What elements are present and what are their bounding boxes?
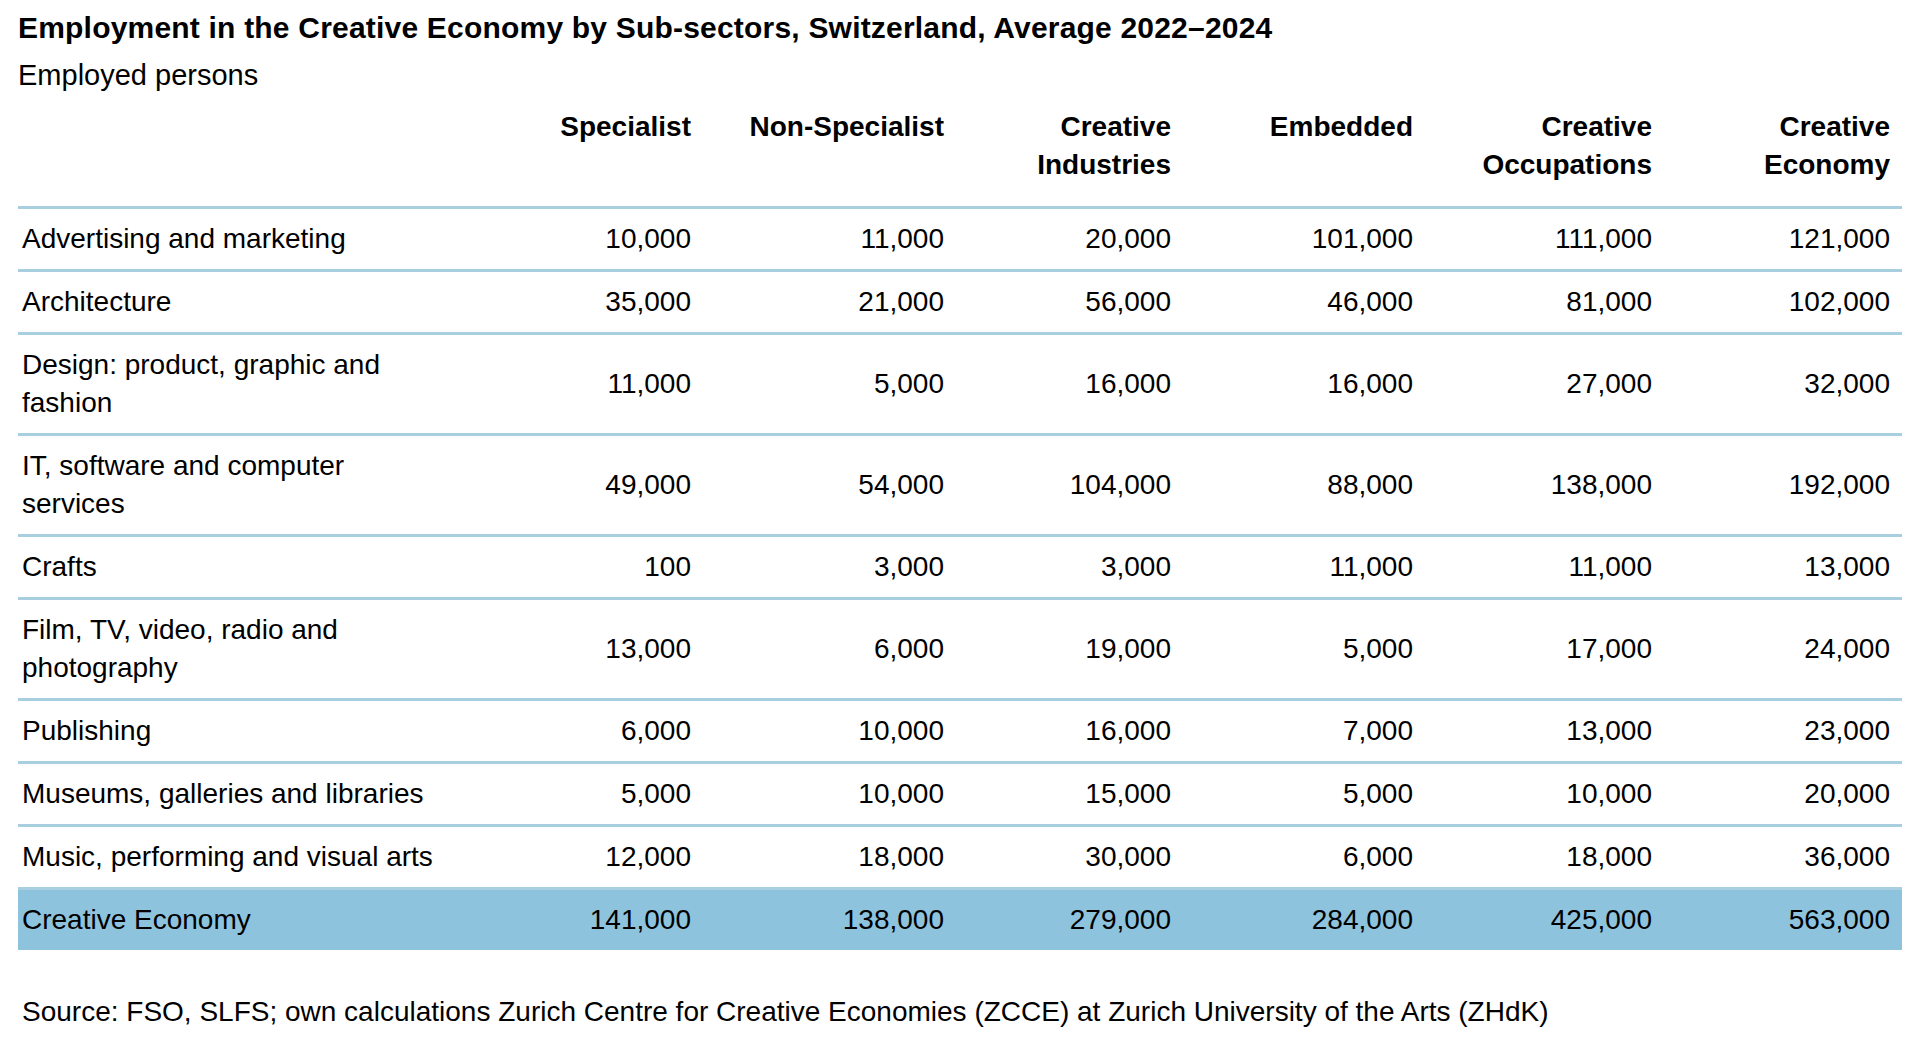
table-row: Advertising and marketing 10,000 11,000 … <box>18 208 1902 271</box>
row-label: IT, software and computer services <box>18 435 508 536</box>
header-row: Specialist Non-Specialist Creative Indus… <box>18 108 1902 208</box>
column-header-empty <box>18 108 508 208</box>
cell: 81,000 <box>1425 271 1664 334</box>
table-row: Crafts 100 3,000 3,000 11,000 11,000 13,… <box>18 536 1902 599</box>
cell: 32,000 <box>1664 334 1902 435</box>
cell: 6,000 <box>508 700 703 763</box>
cell: 6,000 <box>703 599 956 700</box>
cell: 23,000 <box>1664 700 1902 763</box>
table-row-total: Creative Economy 141,000 138,000 279,000… <box>18 889 1902 951</box>
cell: 54,000 <box>703 435 956 536</box>
cell: 15,000 <box>956 763 1183 826</box>
cell: 16,000 <box>956 700 1183 763</box>
cell: 279,000 <box>956 889 1183 951</box>
cell: 192,000 <box>1664 435 1902 536</box>
cell: 100 <box>508 536 703 599</box>
cell: 5,000 <box>508 763 703 826</box>
cell: 563,000 <box>1664 889 1902 951</box>
cell: 20,000 <box>1664 763 1902 826</box>
cell: 138,000 <box>703 889 956 951</box>
cell: 5,000 <box>1183 763 1425 826</box>
page-title: Employment in the Creative Economy by Su… <box>18 8 1902 48</box>
cell: 101,000 <box>1183 208 1425 271</box>
cell: 88,000 <box>1183 435 1425 536</box>
table-row: IT, software and computer services 49,00… <box>18 435 1902 536</box>
cell: 10,000 <box>508 208 703 271</box>
cell: 11,000 <box>1183 536 1425 599</box>
cell: 11,000 <box>508 334 703 435</box>
cell: 13,000 <box>1425 700 1664 763</box>
cell: 5,000 <box>1183 599 1425 700</box>
cell: 104,000 <box>956 435 1183 536</box>
cell: 24,000 <box>1664 599 1902 700</box>
employment-table: Specialist Non-Specialist Creative Indus… <box>18 108 1902 950</box>
cell: 284,000 <box>1183 889 1425 951</box>
row-label: Crafts <box>18 536 508 599</box>
cell: 111,000 <box>1425 208 1664 271</box>
cell: 19,000 <box>956 599 1183 700</box>
cell: 11,000 <box>1425 536 1664 599</box>
column-header-creative-economy: Creative Economy <box>1664 108 1902 208</box>
cell: 11,000 <box>703 208 956 271</box>
row-label: Museums, galleries and libraries <box>18 763 508 826</box>
cell: 18,000 <box>1425 826 1664 889</box>
row-label: Advertising and marketing <box>18 208 508 271</box>
row-label: Creative Economy <box>18 889 508 951</box>
cell: 138,000 <box>1425 435 1664 536</box>
cell: 35,000 <box>508 271 703 334</box>
table-row: Museums, galleries and libraries 5,000 1… <box>18 763 1902 826</box>
cell: 12,000 <box>508 826 703 889</box>
cell: 10,000 <box>703 700 956 763</box>
cell: 425,000 <box>1425 889 1664 951</box>
cell: 16,000 <box>1183 334 1425 435</box>
column-header-creative-occupations: Creative Occupations <box>1425 108 1664 208</box>
cell: 21,000 <box>703 271 956 334</box>
cell: 121,000 <box>1664 208 1902 271</box>
table-row: Publishing 6,000 10,000 16,000 7,000 13,… <box>18 700 1902 763</box>
source-note: Source: FSO, SLFS; own calculations Zuri… <box>18 994 1902 1030</box>
cell: 46,000 <box>1183 271 1425 334</box>
row-label: Publishing <box>18 700 508 763</box>
cell: 13,000 <box>508 599 703 700</box>
cell: 16,000 <box>956 334 1183 435</box>
cell: 13,000 <box>1664 536 1902 599</box>
row-label: Architecture <box>18 271 508 334</box>
cell: 56,000 <box>956 271 1183 334</box>
cell: 20,000 <box>956 208 1183 271</box>
cell: 27,000 <box>1425 334 1664 435</box>
table-header: Specialist Non-Specialist Creative Indus… <box>18 108 1902 208</box>
cell: 5,000 <box>703 334 956 435</box>
cell: 141,000 <box>508 889 703 951</box>
row-label: Music, performing and visual arts <box>18 826 508 889</box>
row-label: Film, TV, video, radio and photography <box>18 599 508 700</box>
cell: 17,000 <box>1425 599 1664 700</box>
table-row: Music, performing and visual arts 12,000… <box>18 826 1902 889</box>
column-header-embedded: Embedded <box>1183 108 1425 208</box>
table-body: Advertising and marketing 10,000 11,000 … <box>18 208 1902 951</box>
statistics-table-page: Employment in the Creative Economy by Su… <box>0 0 1920 1038</box>
table-row: Film, TV, video, radio and photography 1… <box>18 599 1902 700</box>
cell: 6,000 <box>1183 826 1425 889</box>
table-row: Design: product, graphic and fashion 11,… <box>18 334 1902 435</box>
column-header-specialist: Specialist <box>508 108 703 208</box>
cell: 10,000 <box>703 763 956 826</box>
cell: 30,000 <box>956 826 1183 889</box>
cell: 36,000 <box>1664 826 1902 889</box>
cell: 10,000 <box>1425 763 1664 826</box>
table-row: Architecture 35,000 21,000 56,000 46,000… <box>18 271 1902 334</box>
cell: 49,000 <box>508 435 703 536</box>
cell: 3,000 <box>703 536 956 599</box>
cell: 102,000 <box>1664 271 1902 334</box>
page-subtitle: Employed persons <box>18 56 1902 94</box>
cell: 7,000 <box>1183 700 1425 763</box>
row-label: Design: product, graphic and fashion <box>18 334 508 435</box>
cell: 3,000 <box>956 536 1183 599</box>
column-header-non-specialist: Non-Specialist <box>703 108 956 208</box>
column-header-creative-industries: Creative Industries <box>956 108 1183 208</box>
cell: 18,000 <box>703 826 956 889</box>
